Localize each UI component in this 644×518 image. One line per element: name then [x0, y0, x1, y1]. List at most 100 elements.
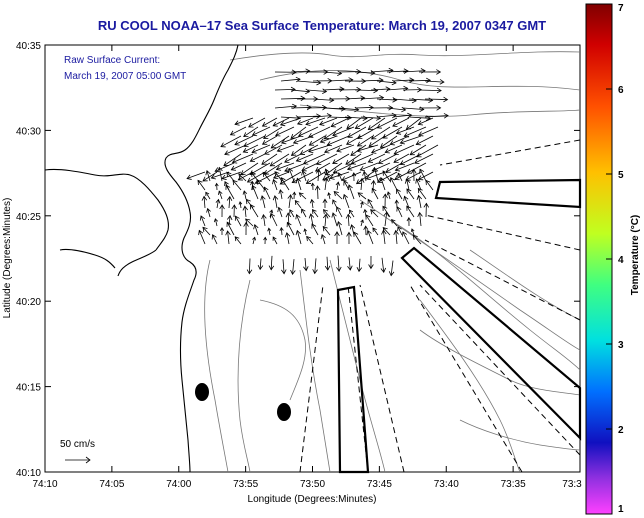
current-vector	[243, 221, 249, 236]
current-vector	[248, 117, 266, 128]
current-vector	[356, 135, 374, 147]
current-vector	[395, 126, 415, 135]
current-vector	[393, 229, 399, 245]
current-vector	[296, 117, 314, 126]
current-vector	[406, 188, 415, 200]
current-vector	[309, 198, 315, 209]
current-vector	[311, 223, 319, 236]
current-vector	[306, 235, 314, 245]
current-vector	[254, 171, 278, 184]
current-vector	[226, 195, 233, 209]
current-vector	[370, 209, 379, 218]
current-vector	[324, 168, 331, 182]
current-vector	[310, 182, 315, 191]
current-vector	[324, 144, 343, 154]
current-vector	[262, 171, 271, 182]
y-axis: 40:35 40:30 40:25 40:20 40:15 40:10	[16, 41, 580, 479]
current-vector	[297, 126, 319, 137]
current-vector	[276, 144, 295, 153]
current-vector	[418, 105, 442, 111]
current-vector	[311, 209, 319, 218]
current-vector	[226, 221, 235, 236]
current-vector	[386, 191, 391, 200]
current-vector	[298, 192, 307, 200]
current-vector	[397, 226, 403, 236]
current-vector	[245, 218, 254, 227]
current-vector	[220, 135, 242, 148]
current-vector	[217, 166, 223, 182]
current-vector	[312, 113, 332, 119]
y-axis-label: Latitude (Degrees:Minutes)	[2, 198, 13, 319]
current-vector	[344, 115, 368, 121]
current-vector	[314, 185, 321, 200]
current-vector	[382, 205, 391, 218]
current-vector	[416, 194, 422, 209]
current-vector	[402, 68, 426, 74]
current-vector	[391, 218, 398, 227]
current-vector	[322, 213, 329, 227]
current-vector	[347, 126, 367, 138]
current-vector	[261, 117, 278, 127]
current-vector	[186, 171, 206, 180]
current-vector	[418, 126, 439, 137]
current-vector	[295, 177, 302, 191]
current-vector	[294, 199, 302, 209]
current-vector	[230, 162, 247, 171]
current-vector	[229, 126, 247, 136]
x-tick-label: 73:50	[300, 479, 325, 490]
current-vector	[284, 232, 291, 245]
current-vector	[415, 178, 422, 191]
current-vector	[280, 95, 306, 102]
current-vector	[289, 209, 295, 218]
current-vector	[322, 225, 331, 236]
current-vector	[238, 201, 243, 209]
current-vector	[287, 194, 293, 209]
current-time: March 19, 2007 05:00 GMT	[64, 71, 187, 82]
current-vector	[402, 231, 410, 245]
current-vector	[290, 144, 307, 156]
current-vector	[226, 171, 235, 182]
current-vector	[367, 198, 374, 209]
current-vector	[320, 233, 326, 245]
current-vector	[322, 70, 343, 76]
current-vector	[221, 171, 242, 180]
current-vector	[365, 171, 386, 181]
current-vector	[225, 184, 235, 200]
current-vector	[284, 162, 307, 173]
current-vector	[425, 179, 434, 191]
current-vector	[382, 193, 388, 209]
current-vector	[370, 179, 376, 191]
current-vector	[301, 162, 319, 172]
current-vector	[395, 188, 403, 200]
current-vector	[269, 153, 290, 167]
current-vector	[323, 176, 329, 191]
current-vector	[290, 259, 296, 276]
current-vector	[397, 172, 403, 182]
current-vector	[275, 162, 295, 171]
current-vector	[336, 206, 343, 218]
current-vector	[399, 135, 422, 145]
current-vector	[323, 126, 343, 140]
current-vector	[261, 213, 267, 227]
current-vector	[384, 144, 403, 154]
x-tick-label: 74:05	[99, 479, 124, 490]
current-vector	[284, 153, 302, 163]
current-vector	[409, 144, 427, 156]
current-vector	[303, 228, 307, 236]
current-vector	[270, 212, 278, 227]
current-vector	[295, 214, 302, 227]
current-vector	[219, 227, 225, 236]
current-vector	[424, 96, 449, 103]
current-vector	[246, 258, 253, 275]
colorbar-tick-label: 4	[618, 255, 624, 266]
current-vector	[372, 227, 379, 236]
current-vector	[360, 219, 364, 227]
current-vector	[417, 117, 434, 126]
current-vector	[295, 229, 302, 245]
current-vector	[277, 206, 283, 218]
current-vector	[238, 173, 247, 182]
current-vector	[246, 171, 266, 183]
current-vector	[287, 167, 295, 182]
current-vector	[354, 117, 374, 129]
